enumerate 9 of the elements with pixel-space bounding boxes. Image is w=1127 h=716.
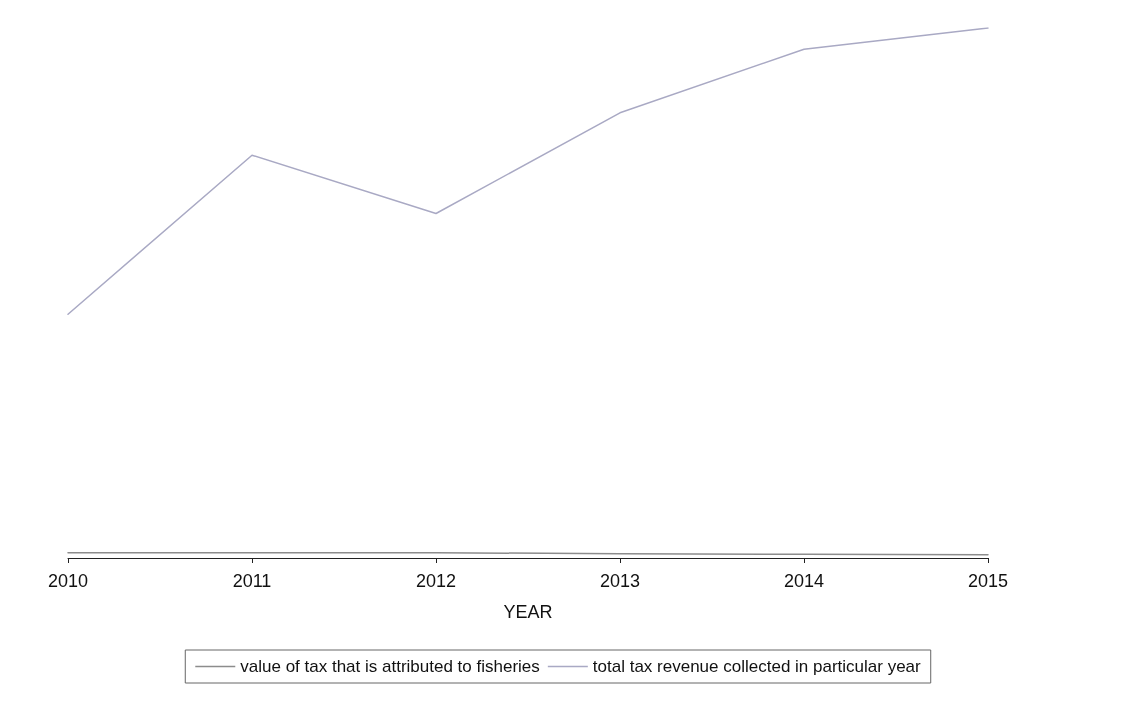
x-tick-label: 2014 — [783, 571, 825, 591]
legend-label: total tax revenue collected in particular year — [592, 657, 922, 676]
x-tick-label: 2010 — [47, 571, 89, 591]
x-tick-label: 2011 — [232, 571, 272, 591]
x-tick-label: 2015 — [967, 571, 1009, 591]
x-tick-label: 2012 — [415, 571, 457, 591]
legend-label: value of tax that is attributed to fisheries — [240, 657, 540, 676]
x-tick-label: 2013 — [599, 571, 641, 591]
x-axis-title: YEAR — [503, 602, 553, 622]
